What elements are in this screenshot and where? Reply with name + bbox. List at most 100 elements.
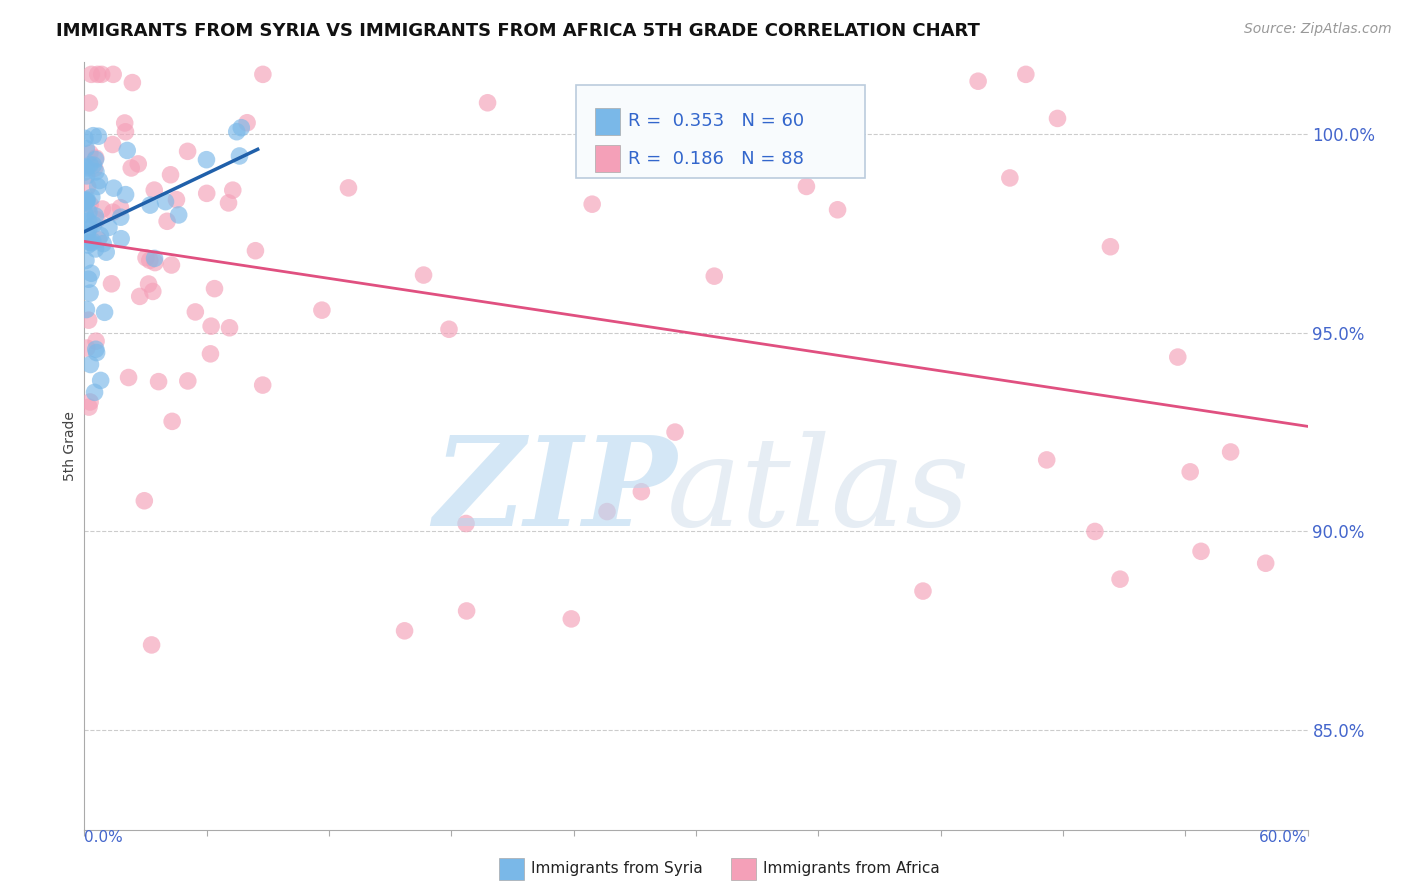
Point [139, 198, 162, 212]
Point [84, 153, 107, 167]
Point [83, 385, 105, 400]
Point [195, 153, 218, 167]
Point [76, 194, 98, 209]
Text: R =  0.353   N = 60: R = 0.353 N = 60 [628, 112, 804, 130]
Point [1109, 572, 1132, 586]
Point [454, 516, 477, 531]
Point [80, 67, 103, 81]
Point [135, 251, 157, 265]
Point [84, 343, 107, 357]
Point [200, 319, 222, 334]
Point [311, 303, 333, 318]
Point [77, 221, 100, 235]
Point [120, 161, 142, 175]
Point [103, 181, 125, 195]
Point [127, 157, 149, 171]
Point [139, 253, 162, 268]
Point [79, 146, 101, 161]
Point [82, 235, 104, 249]
Point [80, 235, 103, 250]
Point [204, 282, 226, 296]
Point [252, 378, 274, 392]
Point [110, 210, 132, 224]
Point [703, 269, 725, 284]
Point [75, 194, 97, 208]
Point [115, 144, 138, 158]
Point [75, 253, 97, 268]
Point [121, 76, 143, 90]
Point [75, 141, 97, 155]
Point [75, 208, 97, 222]
Point [184, 305, 207, 319]
Point [84, 242, 107, 256]
Point [77, 214, 100, 228]
Point [84, 165, 107, 179]
Point [86, 67, 108, 81]
Point [75, 194, 97, 208]
Point [76, 161, 98, 175]
Text: Source: ZipAtlas.com: Source: ZipAtlas.com [1244, 22, 1392, 37]
Point [77, 313, 100, 327]
Point [177, 374, 200, 388]
Point [89, 173, 111, 187]
Point [91, 202, 114, 216]
Point [86, 212, 108, 227]
Point [128, 289, 150, 303]
Point [477, 95, 499, 110]
Point [77, 235, 100, 249]
Point [84, 334, 107, 348]
Point [82, 158, 104, 172]
Point [630, 484, 652, 499]
Point [90, 373, 112, 387]
Point [605, 125, 627, 139]
Point [796, 179, 818, 194]
Point [231, 120, 253, 135]
Point [222, 183, 245, 197]
Point [86, 179, 108, 194]
Point [79, 158, 101, 172]
Point [337, 181, 360, 195]
Point [75, 302, 97, 317]
Point [456, 604, 478, 618]
Point [90, 67, 112, 81]
Point [200, 347, 222, 361]
Point [77, 205, 100, 219]
Point [967, 74, 990, 88]
Point [73, 131, 96, 145]
Point [79, 358, 101, 372]
Text: 60.0%: 60.0% [1260, 830, 1308, 845]
Y-axis label: 5th Grade: 5th Grade [63, 411, 77, 481]
Point [1084, 524, 1107, 539]
Point [1015, 67, 1038, 81]
Point [79, 95, 101, 110]
Point [245, 244, 267, 258]
Point [87, 233, 110, 247]
Point [114, 187, 136, 202]
Point [93, 305, 115, 319]
Text: R =  0.186   N = 88: R = 0.186 N = 88 [628, 150, 804, 168]
Point [1167, 350, 1189, 364]
Point [114, 125, 136, 139]
Point [100, 277, 122, 291]
Point [96, 245, 118, 260]
Point [218, 320, 240, 334]
Point [79, 197, 101, 211]
Point [79, 286, 101, 301]
Point [76, 169, 98, 183]
Point [1219, 445, 1241, 459]
Point [142, 285, 165, 299]
Point [225, 125, 247, 139]
Point [143, 183, 166, 197]
Point [236, 116, 259, 130]
Point [82, 218, 104, 232]
Point [252, 67, 274, 81]
Text: atlas: atlas [666, 431, 970, 553]
Point [114, 116, 136, 130]
Point [1035, 453, 1057, 467]
Text: ZIP: ZIP [433, 431, 678, 553]
Point [155, 194, 177, 209]
Point [73, 159, 96, 173]
Point [148, 375, 170, 389]
Point [83, 161, 105, 176]
Text: IMMIGRANTS FROM SYRIA VS IMMIGRANTS FROM AFRICA 5TH GRADE CORRELATION CHART: IMMIGRANTS FROM SYRIA VS IMMIGRANTS FROM… [56, 22, 980, 40]
